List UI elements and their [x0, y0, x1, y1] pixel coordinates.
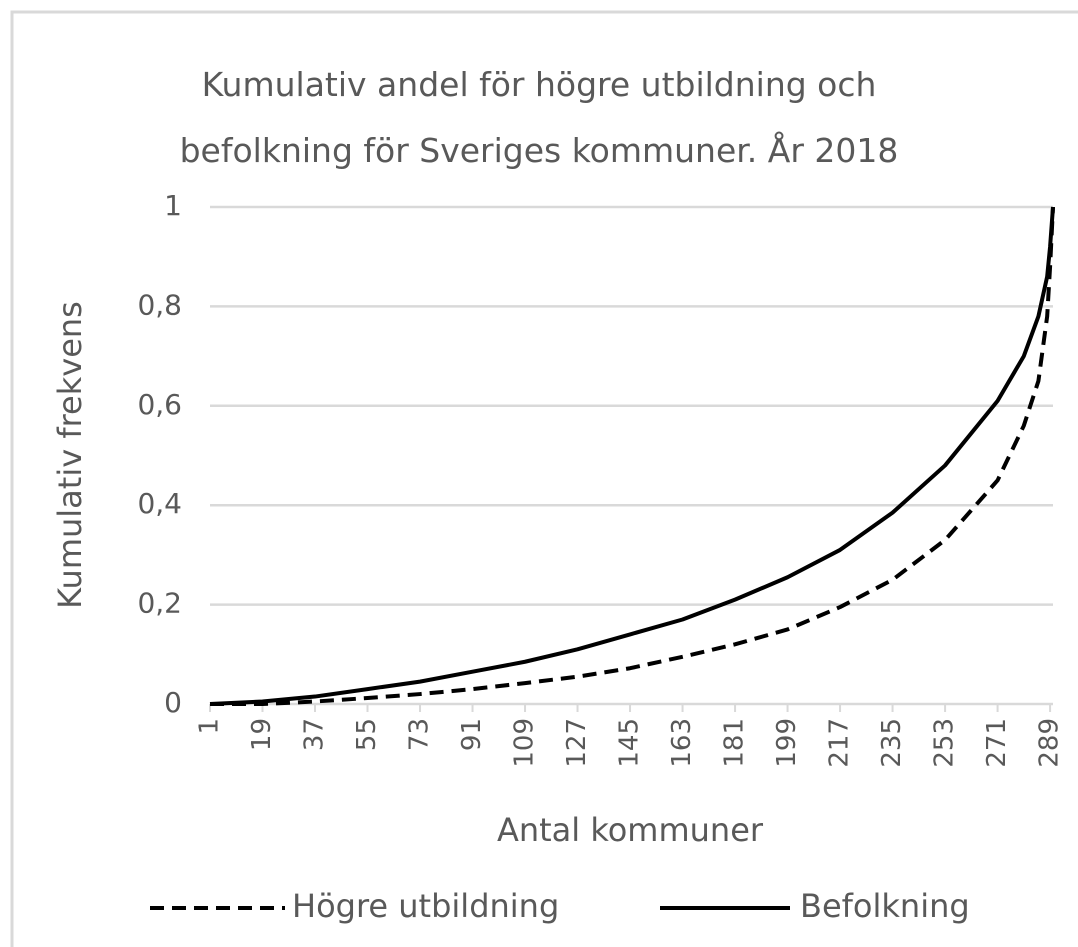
y-tick-label: 0,8	[137, 288, 182, 321]
y-tick-label: 0,6	[137, 388, 182, 421]
legend-label: Befolkning	[800, 887, 970, 925]
x-tick-label: 73	[405, 718, 435, 751]
y-tick-label: 1	[164, 189, 182, 222]
x-tick-label: 235	[877, 718, 907, 768]
x-tick-label: 37	[300, 718, 330, 751]
chart-frame	[10, 10, 1078, 947]
chart-title: Kumulativ andel för högre utbildning och…	[179, 65, 899, 170]
x-tick-label: 199	[772, 718, 802, 768]
x-tick-label: 127	[562, 718, 592, 768]
x-tick-label: 19	[247, 718, 277, 751]
y-axis-title: Kumulativ frekvens	[51, 301, 89, 609]
x-tick-label: 91	[457, 718, 487, 751]
x-tick-label: 163	[667, 718, 697, 768]
x-tick-label: 145	[615, 718, 645, 768]
y-tick-label: 0	[164, 686, 182, 719]
y-tick-label: 0,2	[137, 587, 182, 620]
x-axis-title: Antal kommuner	[497, 811, 764, 849]
y-tick-label: 0,4	[137, 487, 182, 520]
x-tick-label: 1	[195, 718, 225, 735]
legend-label: Högre utbildning	[292, 887, 559, 925]
x-tick-label: 55	[352, 718, 382, 751]
x-tick-label: 271	[982, 718, 1012, 768]
line-series	[209, 206, 1055, 706]
x-tick-label: 181	[720, 718, 750, 768]
x-tick-label: 253	[930, 718, 960, 768]
line-series	[210, 206, 1055, 706]
x-tick-label: 109	[510, 718, 540, 768]
x-tick-label: 217	[825, 718, 855, 768]
x-tick-label: 289	[1035, 718, 1065, 768]
